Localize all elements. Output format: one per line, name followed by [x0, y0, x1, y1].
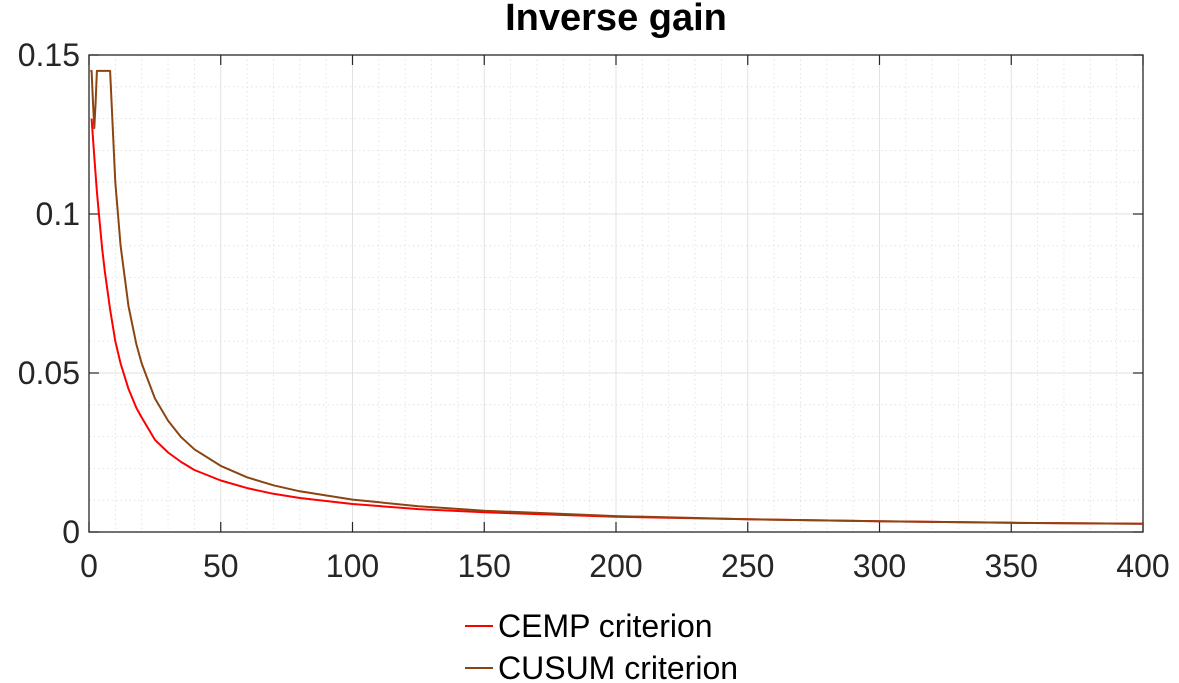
x-tick-label: 300 — [853, 548, 906, 584]
x-tick-label: 100 — [326, 548, 379, 584]
y-tick-labels: 0 0.05 0.1 0.15 — [18, 37, 80, 550]
x-tick-labels: 0 50 100 150 200 250 300 350 400 — [80, 548, 1170, 584]
x-tick-label: 50 — [203, 548, 239, 584]
series-line-cemp — [90, 118, 1144, 525]
series-line-cusum — [90, 69, 1144, 525]
y-tick-label: 0.15 — [18, 37, 80, 73]
legend: CEMP criterion CUSUM criterion — [465, 608, 738, 683]
x-tick-label: 0 — [80, 548, 98, 584]
x-tick-label: 400 — [1116, 548, 1169, 584]
x-tick-label: 150 — [458, 548, 511, 584]
x-tick-label: 250 — [721, 548, 774, 584]
x-tick-label: 350 — [985, 548, 1038, 584]
series-layer — [90, 69, 1144, 525]
chart-title: Inverse gain — [505, 0, 727, 39]
y-tick-label: 0.1 — [36, 196, 80, 232]
y-tick-label: 0.05 — [18, 355, 80, 391]
y-tick-label: 0 — [62, 514, 80, 550]
x-tick-label: 200 — [589, 548, 642, 584]
legend-label-cemp: CEMP criterion — [498, 608, 713, 644]
tick-marks — [88, 54, 1144, 533]
legend-label-cusum: CUSUM criterion — [498, 650, 738, 683]
